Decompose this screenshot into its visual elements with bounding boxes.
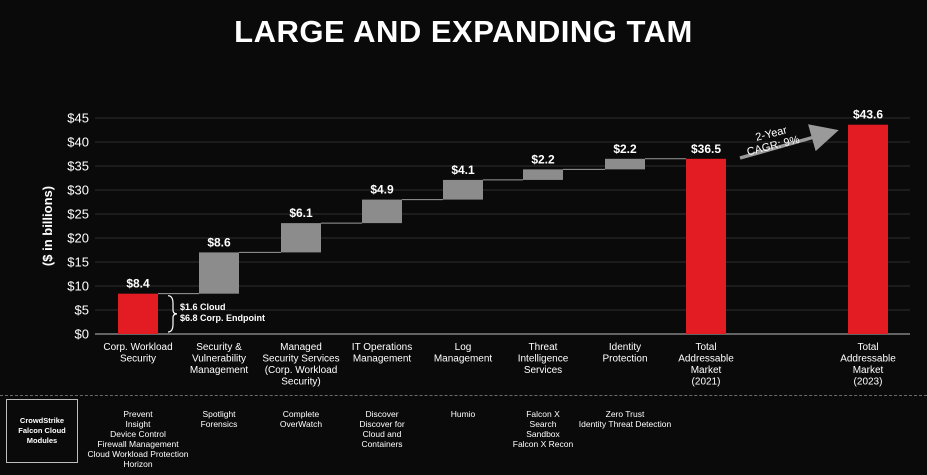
x-tick-label: Log <box>455 342 472 353</box>
x-tick-label: (2023) <box>854 377 883 388</box>
module-label: Identity Threat Detection <box>579 419 672 429</box>
module-label: Device Control <box>110 429 166 439</box>
x-tick-label: Total <box>695 342 716 353</box>
x-tick-label: Identity <box>609 342 641 353</box>
data-label: $2.2 <box>531 152 555 166</box>
y-tick-label: $20 <box>67 231 89 246</box>
slide-title: LARGE AND EXPANDING TAM <box>234 14 693 49</box>
x-tick-label: Addressable <box>678 354 734 365</box>
x-tick-label: Market <box>691 365 722 376</box>
bar <box>443 179 483 200</box>
x-tick-label: Security & <box>196 342 242 353</box>
bar <box>118 293 158 334</box>
module-label: Spotlight <box>202 409 236 419</box>
data-label: $43.6 <box>853 108 883 122</box>
bar <box>686 158 726 334</box>
data-label: $8.4 <box>126 277 150 291</box>
x-tick-label: Addressable <box>840 354 896 365</box>
y-tick-label: $5 <box>75 303 89 318</box>
module-label: Prevent <box>123 409 153 419</box>
x-tick-label: Intelligence <box>518 354 569 365</box>
y-tick-label: $15 <box>67 255 89 270</box>
module-label: Discover <box>365 409 398 419</box>
module-label: Horizon <box>123 459 153 469</box>
y-tick-label: $35 <box>67 159 89 174</box>
breakdown-annotation: $1.6 Cloud <box>180 302 226 312</box>
data-label: $36.5 <box>691 142 721 156</box>
module-label: Cloud and <box>363 429 402 439</box>
bar <box>199 252 239 294</box>
module-label: OverWatch <box>280 419 322 429</box>
x-tick-label: Security <box>120 354 156 365</box>
data-label: $8.6 <box>207 235 231 249</box>
module-label: Cloud Workload Protection <box>88 449 189 459</box>
y-tick-label: $10 <box>67 279 89 294</box>
breakdown-brace <box>167 295 178 333</box>
module-label: Forensics <box>201 419 238 429</box>
x-tick-label: Corp. Workload <box>103 342 172 353</box>
y-tick-label: $0 <box>75 327 89 342</box>
y-tick-label: $40 <box>67 135 89 150</box>
y-tick-label: $25 <box>67 207 89 222</box>
data-label: $4.1 <box>451 163 475 177</box>
x-tick-label: (Corp. Workload <box>265 365 338 376</box>
x-tick-label: Management <box>434 354 493 365</box>
x-tick-label: Security Services <box>262 354 339 365</box>
x-tick-label: Total <box>857 342 878 353</box>
x-tick-label: Management <box>190 365 249 376</box>
module-label: Firewall Management <box>97 439 179 449</box>
x-tick-label: IT Operations <box>352 342 412 353</box>
x-tick-label: Security) <box>281 377 320 388</box>
data-label: $6.1 <box>289 206 313 220</box>
bar <box>848 124 888 334</box>
y-tick-label: $30 <box>67 183 89 198</box>
bar <box>281 223 321 253</box>
module-label: Search <box>530 419 557 429</box>
modules-legend-box: CrowdStrike Falcon Cloud Modules <box>6 399 78 463</box>
modules-divider <box>0 395 927 396</box>
module-label: Discover for <box>359 419 405 429</box>
module-label: Insight <box>125 419 151 429</box>
x-tick-label: Protection <box>602 354 647 365</box>
module-label: Containers <box>361 439 402 449</box>
y-tick-label: $45 <box>67 111 89 126</box>
x-tick-label: Market <box>853 365 884 376</box>
data-label: $4.9 <box>370 183 394 197</box>
bar <box>523 169 563 180</box>
bar <box>362 199 402 224</box>
x-tick-label: Management <box>353 354 412 365</box>
module-label: Sandbox <box>526 429 560 439</box>
module-label: Complete <box>283 409 320 419</box>
y-axis-label: ($ in billions) <box>40 186 55 266</box>
module-label: Humio <box>451 409 476 419</box>
breakdown-annotation: $6.8 Corp. Endpoint <box>180 313 265 323</box>
module-label: Zero Trust <box>606 409 645 419</box>
cagr-arrow <box>739 124 839 160</box>
x-tick-label: Services <box>524 365 562 376</box>
data-label: $2.2 <box>613 142 637 156</box>
module-label: Falcon X <box>526 409 560 419</box>
x-tick-label: Managed <box>280 342 322 353</box>
module-label: Falcon X Recon <box>513 439 574 449</box>
bar <box>605 158 645 170</box>
x-tick-label: Vulnerability <box>192 354 246 365</box>
x-tick-label: Threat <box>529 342 558 353</box>
x-tick-label: (2021) <box>692 377 721 388</box>
